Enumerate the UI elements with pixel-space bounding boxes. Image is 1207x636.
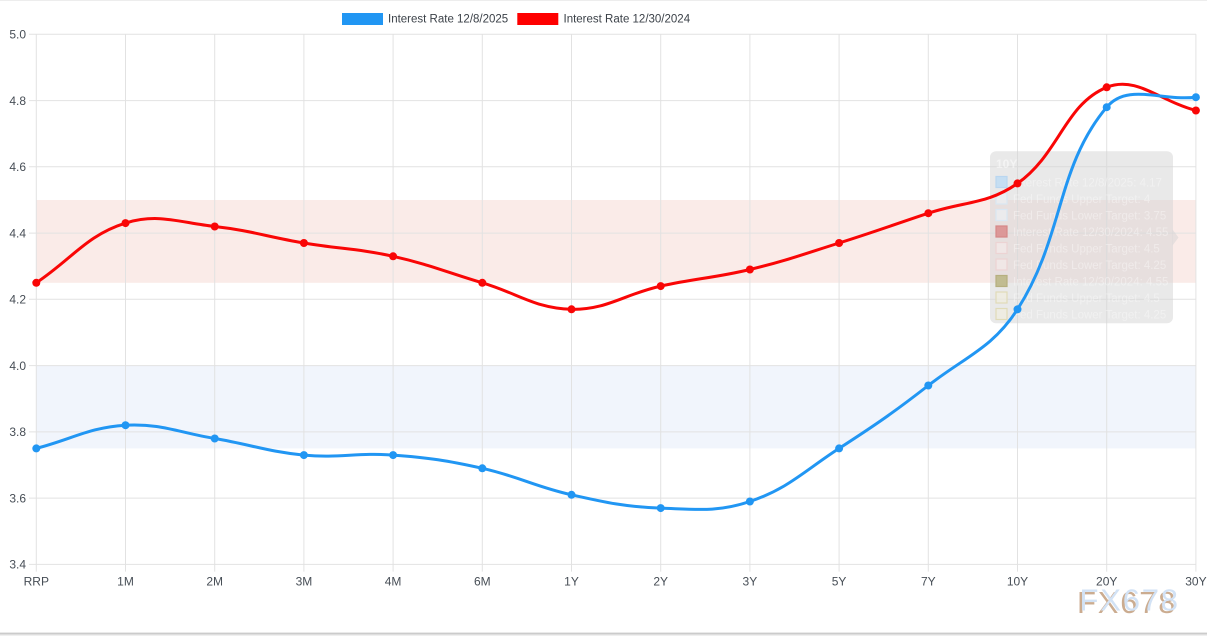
svg-text:Interest Rate 12/8/2025: 4.17: Interest Rate 12/8/2025: 4.17 xyxy=(1013,178,1162,190)
svg-text:4.6: 4.6 xyxy=(9,160,26,174)
svg-text:Fed Funds Lower Target: 4.25: Fed Funds Lower Target: 4.25 xyxy=(1013,310,1166,322)
svg-text:7Y: 7Y xyxy=(921,575,936,589)
svg-text:20Y: 20Y xyxy=(1096,575,1117,589)
svg-text:FX678: FX678 xyxy=(1077,585,1177,620)
svg-text:3.6: 3.6 xyxy=(9,491,26,505)
svg-text:3.8: 3.8 xyxy=(9,425,26,439)
svg-text:Interest Rate 12/30/2024: Interest Rate 12/30/2024 xyxy=(564,14,691,26)
svg-text:FX678: FX678 xyxy=(1080,583,1180,618)
svg-text:4.0: 4.0 xyxy=(9,359,26,373)
svg-text:Fed Funds Upper Target: 4: Fed Funds Upper Target: 4 xyxy=(1013,194,1151,206)
svg-text:30Y: 30Y xyxy=(1185,575,1206,589)
svg-text:2Y: 2Y xyxy=(653,575,668,589)
svg-text:1M: 1M xyxy=(117,575,134,589)
svg-text:Fed Funds Upper Target: 4.5: Fed Funds Upper Target: 4.5 xyxy=(1013,244,1160,256)
svg-text:6M: 6M xyxy=(474,575,491,589)
svg-text:Fed Funds Lower Target: 4.25: Fed Funds Lower Target: 4.25 xyxy=(1013,260,1166,272)
svg-text:5Y: 5Y xyxy=(832,575,847,589)
svg-text:10Y: 10Y xyxy=(1007,575,1028,589)
svg-text:2M: 2M xyxy=(206,575,223,589)
svg-text:4.4: 4.4 xyxy=(9,226,26,240)
svg-text:4.8: 4.8 xyxy=(9,94,26,108)
svg-text:RRP: RRP xyxy=(24,575,49,589)
svg-text:Interest Rate 12/30/2024: 4.55: Interest Rate 12/30/2024: 4.55 xyxy=(1013,227,1168,239)
svg-text:10Y: 10Y xyxy=(996,157,1017,171)
svg-text:5.0: 5.0 xyxy=(9,28,26,42)
svg-text:Fed Funds Lower Target: 3.75: Fed Funds Lower Target: 3.75 xyxy=(1013,211,1166,223)
svg-text:3Y: 3Y xyxy=(743,575,758,589)
svg-text:4M: 4M xyxy=(385,575,402,589)
svg-text:3M: 3M xyxy=(296,575,313,589)
svg-text:3.4: 3.4 xyxy=(9,558,26,572)
svg-text:4.2: 4.2 xyxy=(9,293,26,307)
svg-text:Interest Rate 12/8/2025: Interest Rate 12/8/2025 xyxy=(388,14,508,26)
svg-text:Fed Funds Upper Target: 4.5: Fed Funds Upper Target: 4.5 xyxy=(1013,293,1160,305)
svg-text:1Y: 1Y xyxy=(564,575,579,589)
svg-text:Interest Rate 12/30/2024: 4.55: Interest Rate 12/30/2024: 4.55 xyxy=(1013,277,1168,289)
